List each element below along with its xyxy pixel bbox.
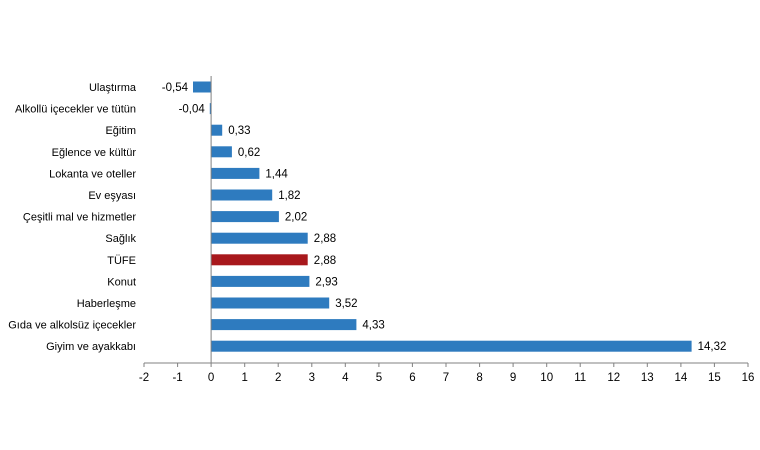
x-tick-label: -1 (172, 372, 182, 384)
x-tick-label: 1 (241, 372, 247, 384)
category-label: Giyim ve ayakkabı (46, 341, 136, 353)
x-tick-label: 8 (476, 372, 482, 384)
x-tick-label: 2 (275, 372, 281, 384)
value-label: 0,33 (228, 125, 250, 137)
bar-1 (193, 81, 212, 93)
category-label: Eğlence ve kültür (52, 147, 137, 159)
bar-3 (211, 124, 223, 136)
bar-6 (211, 189, 273, 201)
category-label: Eğitim (105, 125, 136, 137)
bar-10 (211, 275, 310, 287)
value-label: 2,88 (314, 255, 336, 267)
bars-group (193, 81, 692, 352)
bar-5 (211, 167, 260, 179)
x-tick-label: 16 (742, 372, 755, 384)
x-tick-label: -2 (139, 372, 149, 384)
value-label: 0,62 (238, 147, 260, 159)
bar-9 (211, 254, 308, 266)
category-label: Haberleşme (77, 298, 136, 310)
value-label: 1,82 (278, 190, 300, 202)
category-label: Gıda ve alkolsüz içecekler (8, 320, 136, 332)
category-label: Çeşitli mal ve hizmetler (23, 212, 136, 224)
category-label: Ev eşyası (88, 190, 136, 202)
x-tick-label: 11 (574, 372, 586, 384)
x-tick-label: 0 (208, 372, 214, 384)
x-tick-label: 14 (675, 372, 688, 384)
bar-13 (211, 340, 692, 352)
bar-2 (209, 103, 212, 115)
value-label: 2,02 (285, 212, 307, 224)
x-tick-label: 15 (708, 372, 721, 384)
category-label: Lokanta ve oteller (49, 168, 136, 180)
value-label: 1,44 (265, 168, 288, 180)
x-tick-label: 7 (443, 372, 449, 384)
x-tick-label: 13 (641, 372, 654, 384)
category-label: Konut (107, 276, 136, 288)
value-label: 4,33 (362, 320, 384, 332)
x-tick-label: 4 (342, 372, 349, 384)
x-tick-label: 6 (409, 372, 415, 384)
category-label: Sağlık (105, 233, 136, 245)
value-label: -0,54 (162, 82, 189, 94)
category-label: TÜFE (107, 255, 136, 267)
bar-4 (211, 146, 232, 158)
x-axis: -2 -1 0 1 2 3 4 5 6 7 8 9 10 11 12 13 14 15 16 (139, 76, 755, 384)
x-tick-label: 3 (309, 372, 315, 384)
x-tick-label: 10 (540, 372, 553, 384)
value-label: -0,04 (179, 104, 206, 116)
bar-12 (211, 319, 357, 331)
value-label: 2,93 (315, 276, 337, 288)
value-label: 3,52 (335, 298, 357, 310)
x-tick-label: 9 (510, 372, 516, 384)
labels-group: Ulaştırma -0,54 Alkollü içecekler ve tütün… (8, 82, 726, 353)
value-label: 14,32 (698, 341, 727, 353)
bar-11 (211, 297, 330, 309)
x-tick-label: 5 (376, 372, 382, 384)
bar-8 (211, 232, 308, 244)
value-label: 2,88 (314, 233, 336, 245)
category-label: Alkollü içecekler ve tütün (15, 104, 136, 116)
x-tick-label: 12 (607, 372, 620, 384)
bar-7 (211, 211, 279, 223)
category-label: Ulaştırma (89, 82, 137, 94)
